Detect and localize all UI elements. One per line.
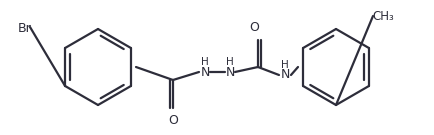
Text: Br: Br	[18, 22, 32, 35]
Text: O: O	[249, 21, 259, 34]
Text: H: H	[281, 60, 289, 70]
Text: N: N	[280, 68, 289, 82]
Text: H: H	[201, 57, 209, 67]
Text: O: O	[168, 114, 178, 127]
Text: H: H	[226, 57, 234, 67]
Text: N: N	[225, 65, 235, 78]
Text: N: N	[201, 65, 210, 78]
Text: CH₃: CH₃	[372, 10, 394, 23]
